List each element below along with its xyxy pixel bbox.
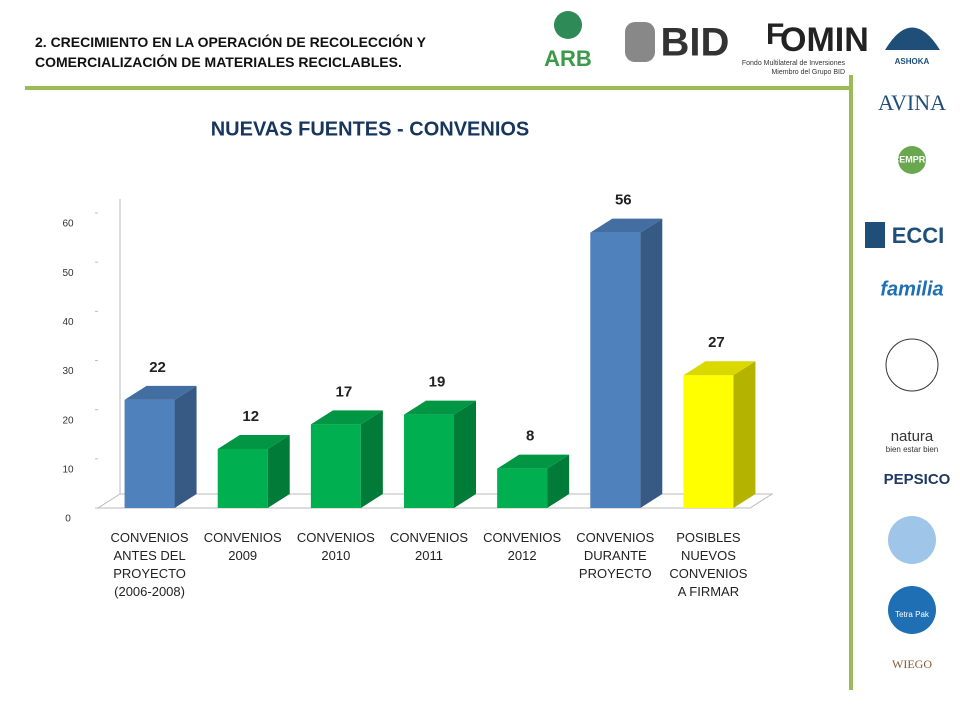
bar-face: [497, 454, 570, 469]
bar: [310, 410, 383, 508]
logo: Tetra Pak: [895, 610, 930, 619]
bar-face: [124, 399, 175, 508]
bar-face: [310, 424, 361, 508]
logo: ARB: [544, 46, 592, 71]
y-tick-label: 60: [62, 219, 74, 230]
bar-face: [360, 410, 383, 508]
bar-face: [310, 410, 383, 425]
x-tick-label: POSIBLES NUEVOS CONVENIOS A FIRMAR: [669, 530, 748, 599]
logo-text: Fondo Multilateral de Inversiones: [742, 60, 846, 67]
logo-icon: [865, 222, 885, 248]
chart-title: NUEVAS FUENTES - CONVENIOS: [211, 118, 530, 140]
bar-face: [640, 218, 663, 508]
x-tick-label: CONVENIOS ANTES DEL PROYECTO (2006-2008): [110, 530, 189, 599]
bar-face: [404, 414, 454, 508]
y-tick-label: 20: [62, 415, 74, 426]
data-label: 12: [242, 408, 259, 425]
logo-icon: [885, 338, 939, 392]
bar-face: [547, 454, 570, 508]
logo: CEMPRE: [893, 154, 932, 164]
bar: [404, 400, 476, 508]
data-label: 27: [708, 334, 725, 351]
bar-face: [733, 361, 756, 508]
logo-icon: [888, 586, 936, 634]
data-label: 56: [615, 192, 632, 209]
bar-face: [404, 400, 476, 415]
bar: [217, 435, 290, 508]
logo: AVINA: [878, 90, 946, 115]
y-tick-label: 30: [62, 366, 74, 377]
bar-face: [267, 435, 290, 508]
bar-face: [590, 232, 641, 508]
x-tick-label: CONVENIOS 2009: [203, 530, 282, 563]
logo-icon: [898, 146, 926, 174]
logo-icon: [888, 516, 936, 564]
logo: ECCI: [892, 223, 945, 248]
data-label: 22: [149, 359, 166, 376]
logo-text: Miembro del Grupo BID: [771, 69, 845, 76]
logo: BID: [661, 21, 730, 65]
logo: WIEGO: [892, 657, 932, 671]
bar: [497, 454, 570, 508]
bar-face: [124, 385, 197, 400]
bar-face: [590, 218, 663, 233]
bar-face: [217, 449, 268, 508]
x-tick-label: CONVENIOS 2012: [483, 530, 562, 563]
data-label: 8: [526, 428, 534, 445]
bar: [683, 361, 756, 508]
logo: PEPSICO: [884, 471, 951, 488]
bar: [124, 385, 197, 508]
logo: ASHOKA: [895, 57, 930, 66]
logo-text: bien estar bien: [886, 445, 938, 454]
y-tick-label: 50: [62, 268, 74, 279]
data-label: 17: [336, 383, 353, 400]
bar-face: [454, 400, 476, 508]
header-line: COMERCIALIZACIÓN DE MATERIALES RECICLABL…: [35, 54, 402, 70]
data-label: 19: [429, 374, 446, 391]
header-line: 2. CRECIMIENTO EN LA OPERACIÓN DE RECOLE…: [35, 34, 427, 50]
bar-face: [683, 361, 756, 376]
bar-face: [683, 375, 734, 508]
logo: natura: [891, 428, 934, 445]
logo-icon: [554, 11, 582, 39]
y-tick-label: 10: [62, 464, 74, 475]
bar-face: [217, 435, 290, 449]
logo-icon: [625, 22, 655, 62]
x-tick-label: CONVENIOS DURANTE PROYECTO: [576, 530, 655, 581]
x-tick-label: CONVENIOS 2011: [389, 530, 468, 563]
bar-face: [174, 385, 197, 508]
x-tick-label: CONVENIOS 2010: [296, 530, 375, 563]
bar: [590, 218, 663, 508]
logo: familia: [880, 278, 943, 300]
logo-f: F: [766, 18, 784, 51]
logo: OMIN: [780, 21, 869, 59]
y-tick-label: 40: [62, 317, 74, 328]
y-tick-label: 0: [65, 514, 71, 525]
bar-face: [497, 468, 548, 508]
logo-icon: [885, 27, 940, 50]
